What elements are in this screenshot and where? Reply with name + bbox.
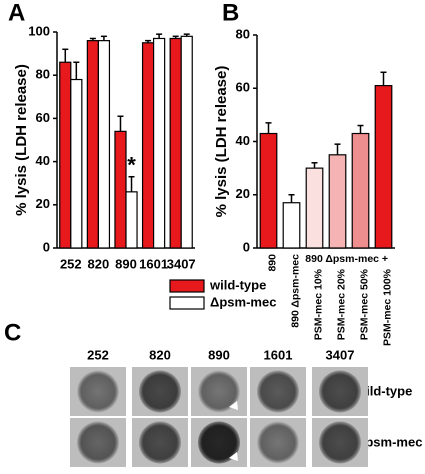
bar <box>180 35 193 249</box>
x-tick-label: PSM-mec 20% <box>335 268 347 340</box>
colony-shade <box>257 370 299 413</box>
x-tick-label: PSM-mec 10% <box>312 268 324 340</box>
colony-shade <box>77 421 119 464</box>
group-label: 890 Δpsm-mec + <box>305 253 388 265</box>
bar <box>70 78 83 249</box>
colony-shade <box>198 421 240 464</box>
bar <box>328 154 347 249</box>
colony-shade <box>139 370 181 413</box>
y-tick-label: 60 <box>36 110 50 125</box>
y-axis-label: % lysis (LDH release) <box>213 66 230 218</box>
y-tick-label: 100 <box>28 23 50 38</box>
column-label: 3407 <box>326 347 355 362</box>
panel-label: C <box>4 319 21 346</box>
x-tick-label: 252 <box>60 256 82 271</box>
arrowhead <box>229 401 238 410</box>
y-tick-label: 80 <box>236 26 250 41</box>
column-label: 252 <box>87 347 109 362</box>
bar <box>351 132 370 249</box>
bar <box>259 132 278 249</box>
bar <box>141 42 155 249</box>
x-tick-label: 3407 <box>167 256 196 271</box>
x-tick-label: 890 Δpsm-mec <box>289 254 301 328</box>
bar <box>282 202 301 249</box>
row-label: Δpsm-mec <box>356 434 422 449</box>
x-tick-label: 890 <box>266 254 278 272</box>
panel-label: B <box>222 0 239 26</box>
colony-shade <box>139 421 181 464</box>
y-tick-label: 60 <box>236 80 250 95</box>
bar <box>114 130 127 249</box>
colony-shade <box>198 370 240 413</box>
annotation: * <box>127 153 136 178</box>
bar <box>125 191 138 249</box>
y-axis-label: % lysis (LDH release) <box>13 64 30 216</box>
bar <box>97 40 111 249</box>
arrowhead <box>229 452 238 461</box>
x-tick-label: 1601 <box>139 256 168 271</box>
column-label: 1601 <box>264 347 293 362</box>
column-label: 820 <box>149 347 171 362</box>
y-tick-label: 40 <box>36 153 50 168</box>
y-tick-label: 0 <box>43 239 50 254</box>
y-tick-label: 20 <box>236 186 250 201</box>
y-tick-label: 20 <box>36 196 50 211</box>
bar <box>305 167 324 249</box>
legend-swatch <box>169 296 205 310</box>
legend-label: wild-type <box>209 277 266 292</box>
x-tick-label: PSM-mec 50% <box>358 268 370 340</box>
colony-shade <box>319 421 361 464</box>
y-tick-label: 0 <box>243 239 250 254</box>
x-tick-label: 890 <box>115 256 137 271</box>
column-label: 890 <box>208 347 230 362</box>
x-tick-label: PSM-mec 100% <box>381 268 393 346</box>
legend-label: Δpsm-mec <box>210 294 276 309</box>
legend-swatch <box>169 279 205 293</box>
colony-shade <box>77 370 119 413</box>
panel-label: A <box>8 0 25 26</box>
colony-shade <box>257 421 299 464</box>
bar <box>86 40 100 249</box>
y-tick-label: 40 <box>236 133 250 148</box>
colony-shade <box>319 370 361 413</box>
bar <box>169 37 182 249</box>
bar <box>153 37 166 249</box>
bar <box>374 84 393 249</box>
x-tick-label: 820 <box>88 256 110 271</box>
y-tick-label: 80 <box>36 67 50 82</box>
bar <box>59 61 72 249</box>
row-label: wild-type <box>355 383 412 398</box>
